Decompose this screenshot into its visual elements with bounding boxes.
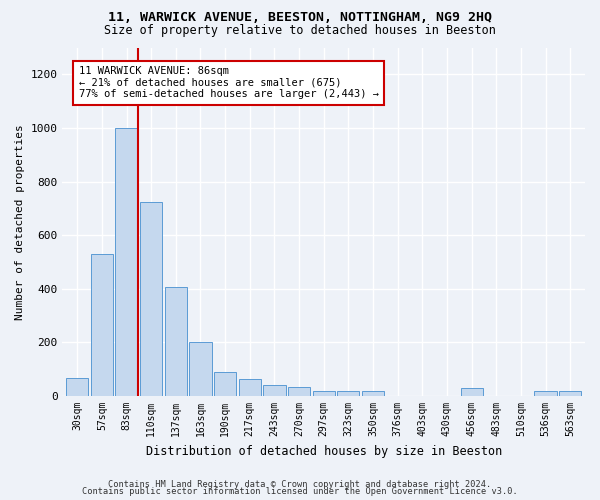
Text: 11 WARWICK AVENUE: 86sqm
← 21% of detached houses are smaller (675)
77% of semi-: 11 WARWICK AVENUE: 86sqm ← 21% of detach… <box>79 66 379 100</box>
X-axis label: Distribution of detached houses by size in Beeston: Distribution of detached houses by size … <box>146 444 502 458</box>
Text: Size of property relative to detached houses in Beeston: Size of property relative to detached ho… <box>104 24 496 37</box>
Y-axis label: Number of detached properties: Number of detached properties <box>15 124 25 320</box>
Bar <box>362 391 384 396</box>
Bar <box>91 254 113 396</box>
Bar <box>288 388 310 396</box>
Bar <box>313 391 335 396</box>
Bar <box>337 391 359 396</box>
Bar <box>140 202 162 396</box>
Bar <box>190 342 212 396</box>
Bar <box>263 385 286 396</box>
Bar <box>559 391 581 396</box>
Bar <box>115 128 137 396</box>
Bar <box>239 380 261 396</box>
Bar <box>214 372 236 396</box>
Text: Contains HM Land Registry data © Crown copyright and database right 2024.: Contains HM Land Registry data © Crown c… <box>109 480 491 489</box>
Text: Contains public sector information licensed under the Open Government Licence v3: Contains public sector information licen… <box>82 488 518 496</box>
Bar <box>165 286 187 396</box>
Text: 11, WARWICK AVENUE, BEESTON, NOTTINGHAM, NG9 2HQ: 11, WARWICK AVENUE, BEESTON, NOTTINGHAM,… <box>108 11 492 24</box>
Bar <box>66 378 88 396</box>
Bar <box>461 388 483 396</box>
Bar <box>535 391 557 396</box>
